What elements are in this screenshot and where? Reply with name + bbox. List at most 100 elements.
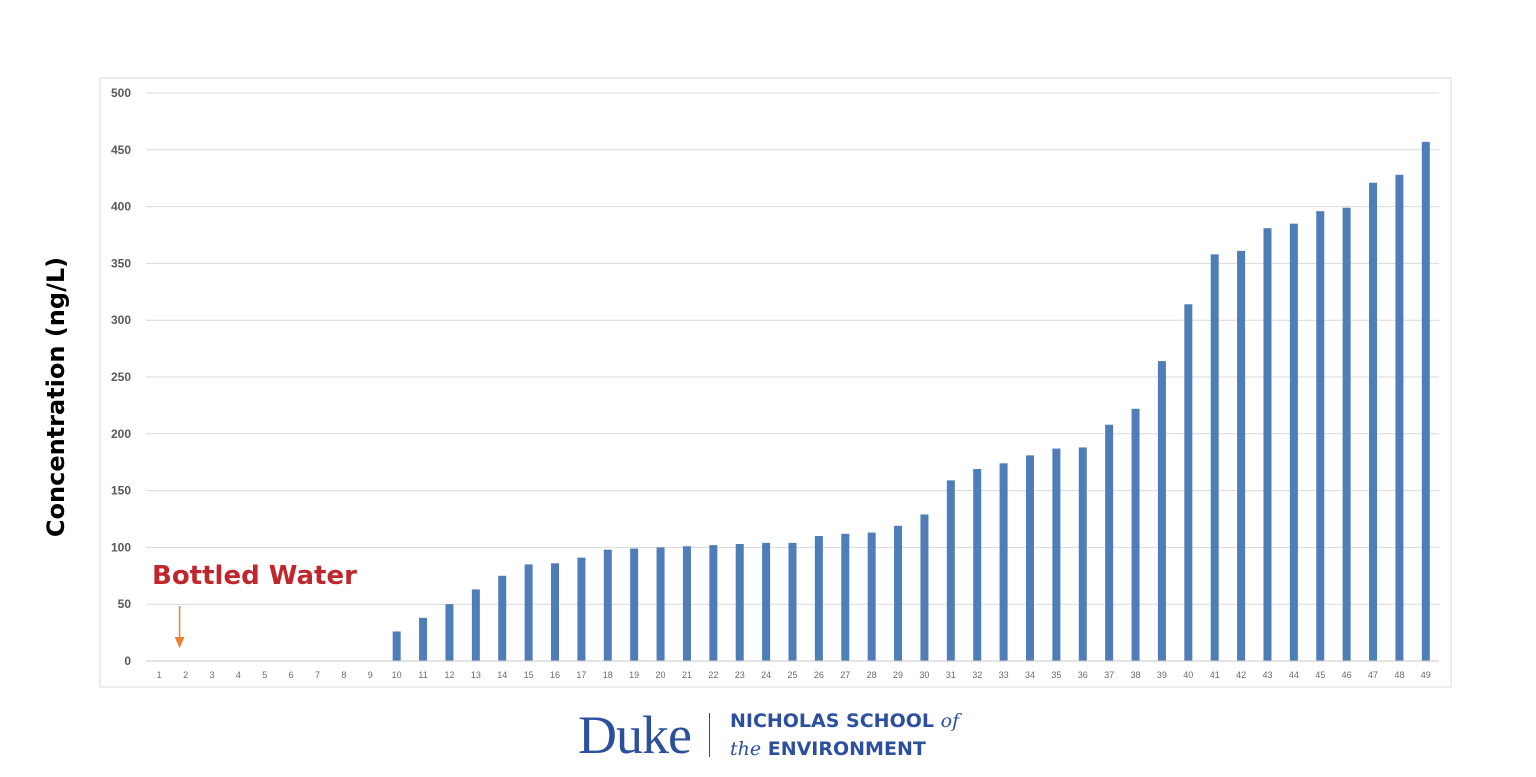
bar bbox=[1157, 361, 1166, 661]
x-tick-label: 11 bbox=[418, 670, 427, 680]
bar bbox=[419, 617, 428, 661]
x-tick-label: 38 bbox=[1131, 670, 1141, 680]
x-tick-labels: 1 2 3 4 5 6 7 8 9 10 11 12 13 14 15 16 17 18 19 20 21 22 23 24 2… bbox=[157, 670, 1431, 680]
bar bbox=[973, 469, 982, 661]
bar bbox=[1395, 174, 1404, 662]
bar bbox=[551, 563, 560, 661]
footer-logo: Duke NICHOLAS SCHOOL of the ENVIRONMENT bbox=[578, 705, 959, 765]
bar bbox=[524, 564, 533, 661]
x-tick-label: 18 bbox=[603, 670, 613, 680]
bar bbox=[788, 542, 797, 661]
y-tick-label: 500 bbox=[111, 86, 131, 100]
y-tick-labels: 0 50 100 150 200 250 300 350 400 450 500 bbox=[111, 86, 131, 668]
bar bbox=[735, 543, 744, 661]
bar bbox=[445, 604, 454, 661]
bar bbox=[656, 547, 665, 661]
bar bbox=[1210, 254, 1219, 661]
bar bbox=[1263, 228, 1272, 661]
annotation-arrowhead-icon bbox=[174, 637, 185, 648]
x-tick-label: 25 bbox=[787, 670, 797, 680]
x-tick-label: 3 bbox=[209, 670, 214, 680]
x-tick-label: 47 bbox=[1368, 670, 1378, 680]
x-tick-label: 45 bbox=[1315, 670, 1325, 680]
x-tick-label: 22 bbox=[708, 670, 718, 680]
x-tick-label: 44 bbox=[1289, 670, 1299, 680]
x-tick-label: 28 bbox=[867, 670, 877, 680]
bar bbox=[471, 589, 480, 661]
x-tick-label: 49 bbox=[1421, 670, 1431, 680]
x-tick-label: 43 bbox=[1262, 670, 1272, 680]
bar bbox=[1184, 304, 1193, 661]
y-tick-label: 100 bbox=[111, 540, 131, 554]
duke-wordmark: Duke bbox=[578, 705, 692, 765]
x-tick-label: 48 bbox=[1394, 670, 1404, 680]
annotation-label: Bottled Water bbox=[152, 561, 357, 591]
x-tick-label: 16 bbox=[550, 670, 560, 680]
x-tick-label: 6 bbox=[289, 670, 294, 680]
y-tick-label: 300 bbox=[111, 313, 131, 327]
school-name-line-2: the ENVIRONMENT bbox=[730, 735, 959, 763]
school-name-line-1: NICHOLAS SCHOOL of bbox=[730, 707, 959, 735]
y-tick-label: 50 bbox=[118, 597, 132, 611]
school-name-primary: NICHOLAS SCHOOL bbox=[729, 710, 934, 732]
gridlines bbox=[146, 92, 1439, 605]
x-tick-label: 36 bbox=[1078, 670, 1088, 680]
y-tick-label: 350 bbox=[111, 256, 131, 270]
x-tick-label: 2 bbox=[183, 670, 188, 680]
bar bbox=[1369, 182, 1378, 661]
x-tick-label: 13 bbox=[471, 670, 481, 680]
x-tick-label: 12 bbox=[444, 670, 454, 680]
y-axis-label: Concentration (ng/L) bbox=[42, 257, 70, 537]
x-tick-label: 46 bbox=[1342, 670, 1352, 680]
x-tick-label: 34 bbox=[1025, 670, 1035, 680]
bar bbox=[1025, 455, 1034, 661]
bar bbox=[1131, 408, 1140, 661]
x-tick-label: 29 bbox=[893, 670, 903, 680]
x-tick-label: 5 bbox=[262, 670, 267, 680]
x-tick-label: 17 bbox=[576, 670, 586, 680]
bar bbox=[498, 575, 507, 661]
x-tick-label: 10 bbox=[392, 670, 402, 680]
x-tick-label: 1 bbox=[157, 670, 162, 680]
x-tick-label: 15 bbox=[524, 670, 534, 680]
x-tick-label: 20 bbox=[656, 670, 666, 680]
bottled-water-annotation: Bottled Water bbox=[152, 561, 357, 648]
y-tick-label: 450 bbox=[111, 143, 131, 157]
bar bbox=[709, 545, 718, 661]
bar bbox=[1316, 211, 1325, 662]
bar bbox=[1342, 207, 1351, 661]
x-tick-label: 41 bbox=[1210, 670, 1220, 680]
bar bbox=[1078, 447, 1087, 661]
y-tick-label: 250 bbox=[111, 370, 131, 384]
x-tick-label: 26 bbox=[814, 670, 824, 680]
bar bbox=[841, 533, 850, 661]
x-tick-label: 42 bbox=[1236, 670, 1246, 680]
logo-divider bbox=[708, 713, 710, 757]
x-tick-label: 30 bbox=[919, 670, 929, 680]
y-tick-label: 150 bbox=[111, 484, 131, 498]
school-name-the: the bbox=[729, 738, 762, 760]
x-tick-label: 19 bbox=[629, 670, 639, 680]
x-tick-label: 23 bbox=[735, 670, 745, 680]
x-tick-label: 24 bbox=[761, 670, 771, 680]
bar bbox=[1237, 250, 1246, 662]
x-tick-label: 4 bbox=[236, 670, 241, 680]
x-tick-label: 31 bbox=[946, 670, 956, 680]
x-tick-label: 8 bbox=[341, 670, 346, 680]
bar bbox=[762, 542, 771, 661]
bar bbox=[867, 532, 876, 661]
x-tick-label: 14 bbox=[497, 670, 507, 680]
x-tick-label: 39 bbox=[1157, 670, 1167, 680]
bar bbox=[999, 463, 1008, 661]
bar bbox=[682, 546, 691, 661]
chart-frame bbox=[99, 77, 1452, 688]
x-tick-label: 37 bbox=[1104, 670, 1114, 680]
school-name: NICHOLAS SCHOOL of the ENVIRONMENT bbox=[730, 707, 959, 763]
y-tick-label: 400 bbox=[111, 200, 131, 214]
x-tick-label: 32 bbox=[972, 670, 982, 680]
bar bbox=[630, 548, 639, 661]
y-tick-label: 200 bbox=[111, 427, 131, 441]
bar bbox=[946, 480, 955, 661]
bar bbox=[920, 514, 929, 661]
